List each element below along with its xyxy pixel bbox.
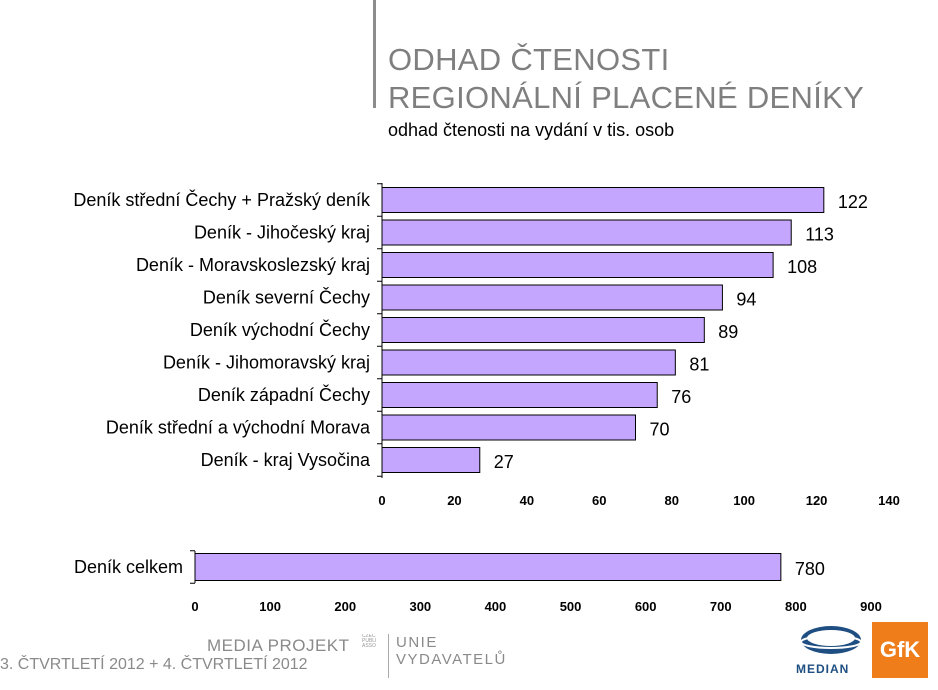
bar	[381, 317, 705, 343]
category-label: Deník střední Čechy + Pražský deník	[73, 189, 371, 210]
data-label: 108	[787, 257, 817, 277]
regional-dailies-chart: Deník střední Čechy + Pražský deník 122 De…	[73, 183, 900, 508]
x-tick-label: 900	[860, 599, 882, 614]
data-label: 122	[838, 192, 868, 212]
category-label: Deník - kraj Vysočina	[201, 450, 371, 470]
bar	[381, 414, 636, 441]
association-logo-text: CZECH PUBLISHERS ASSOCIATION	[362, 634, 376, 649]
data-label: 81	[689, 355, 709, 375]
x-tick-label: 40	[520, 493, 534, 508]
category-label: Deník - Jihomoravský kraj	[163, 353, 370, 373]
x-tick-label: 20	[447, 493, 461, 508]
median-logo-text: MEDIAN	[796, 662, 850, 676]
data-label: 70	[650, 420, 670, 440]
data-label: 113	[805, 225, 834, 245]
x-tick-label: 0	[191, 599, 198, 614]
bar	[381, 252, 774, 278]
data-label: 89	[718, 322, 738, 342]
x-tick-label: 100	[259, 599, 281, 614]
unie-divider	[388, 634, 389, 678]
total-dailies-chart: Deník celkem 780 0 100 200 300 400 500 600 700 800…	[74, 550, 882, 614]
unie-line-2: VYDAVATELŮ	[396, 651, 507, 668]
unie-vydavatelu-logo: UNIE VYDAVATELŮ	[396, 634, 507, 668]
x-tick-label: 100	[733, 493, 755, 508]
x-tick-label: 0	[378, 493, 385, 508]
x-tick-label: 400	[485, 599, 507, 614]
category-label: Deník - Jihočeský kraj	[194, 223, 370, 243]
bar	[381, 219, 792, 246]
data-label: 27	[494, 452, 514, 472]
x-tick-label: 140	[878, 493, 900, 508]
category-label: Deník východní Čechy	[190, 319, 370, 340]
period-label: 3. ČTVRTLETÍ 2012 + 4. ČTVRTLETÍ 2012	[0, 656, 308, 673]
data-label: 94	[736, 290, 756, 310]
x-tick-label: 120	[806, 493, 828, 508]
category-label: Deník západní Čechy	[198, 384, 370, 405]
x-tick-label: 60	[592, 493, 606, 508]
gfk-logo: GfK	[872, 622, 928, 678]
x-tick-label: 80	[664, 493, 678, 508]
unie-line-1: UNIE	[396, 634, 438, 651]
category-label: Deník střední a východní Morava	[106, 418, 371, 438]
bar	[381, 382, 658, 408]
category-label: Deník celkem	[74, 557, 183, 577]
bar	[381, 284, 723, 311]
x-tick-label: 500	[560, 599, 582, 614]
chart-subtitle: odhad čtenosti na vydání v tis. osob	[388, 120, 675, 140]
data-label: 76	[671, 387, 691, 407]
median-logo-icon	[800, 626, 862, 654]
x-tick-label: 200	[334, 599, 356, 614]
chart-title-line-1: ODHAD ČTENOSTI	[388, 42, 670, 77]
x-tick-label: 700	[710, 599, 732, 614]
media-projekt-label: MEDIA PROJEKT	[207, 636, 350, 655]
bar	[381, 187, 825, 213]
bar-chart: Deník střední Čechy + Pražský deník 122 De…	[73, 183, 900, 614]
bar	[381, 447, 481, 473]
bar	[381, 349, 676, 376]
category-label: Deník - Moravskoslezský kraj	[136, 255, 370, 275]
category-label: Deník severní Čechy	[203, 287, 370, 308]
bar	[194, 553, 782, 581]
chart-title-line-2: REGIONÁLNÍ PLACENÉ DENÍKY	[388, 80, 865, 115]
x-tick-label: 300	[409, 599, 431, 614]
x-tick-label: 600	[635, 599, 657, 614]
x-tick-label: 800	[785, 599, 807, 614]
data-label: 780	[795, 559, 825, 579]
title-divider	[373, 0, 376, 108]
